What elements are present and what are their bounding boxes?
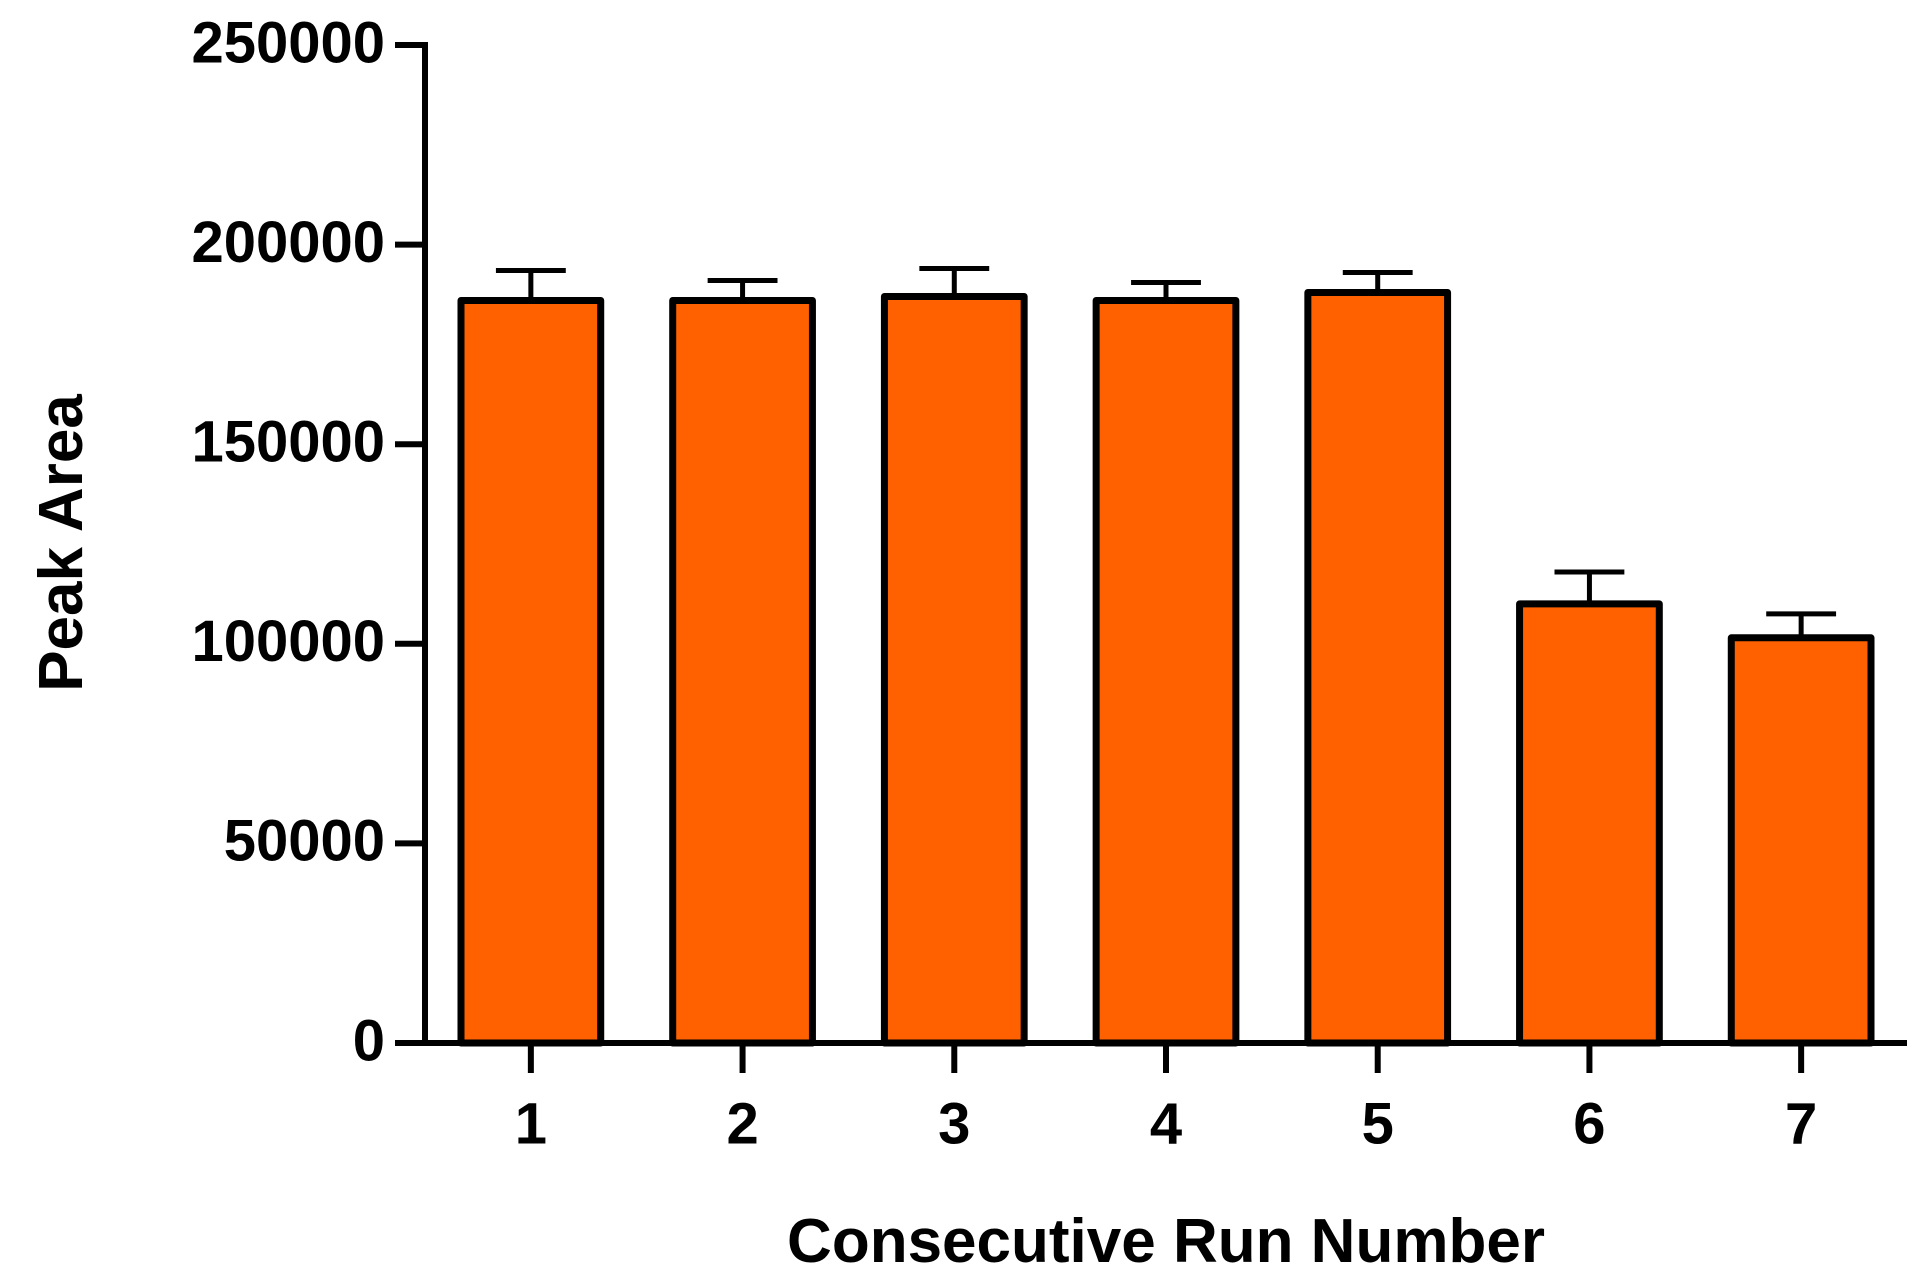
y-tick-label: 250000: [191, 10, 385, 75]
y-tick-label: 100000: [191, 609, 385, 674]
bar: [457, 296, 605, 1047]
x-tick-label: 6: [1573, 1091, 1605, 1156]
x-axis-title: Consecutive Run Number: [787, 1207, 1545, 1276]
y-tick-label: 50000: [224, 809, 385, 874]
y-tick-label: 200000: [191, 210, 385, 275]
y-tick-label: 0: [353, 1008, 385, 1073]
bar: [1092, 296, 1240, 1047]
bar: [880, 292, 1028, 1047]
x-tick-label: 2: [726, 1091, 758, 1156]
x-tick-label: 1: [515, 1091, 547, 1156]
x-tick-label: 4: [1150, 1091, 1182, 1156]
x-tick-label: 7: [1785, 1091, 1817, 1156]
y-axis-title: Peak Area: [27, 394, 96, 692]
bar: [1516, 600, 1663, 1047]
x-tick-label: 5: [1362, 1091, 1394, 1156]
bar: [1727, 634, 1875, 1047]
bar: [669, 296, 816, 1047]
bar: [1304, 289, 1452, 1047]
x-tick-label: 3: [938, 1091, 970, 1156]
y-tick-label: 150000: [191, 410, 385, 475]
